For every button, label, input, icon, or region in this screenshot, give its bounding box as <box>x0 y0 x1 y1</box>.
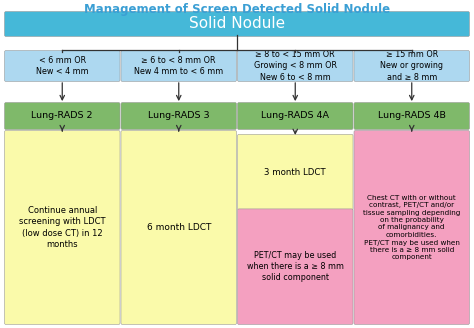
Text: Lung-RADS 3: Lung-RADS 3 <box>148 112 210 120</box>
Text: Lung-RADS 4A: Lung-RADS 4A <box>261 112 329 120</box>
Text: Solid Nodule: Solid Nodule <box>189 16 285 31</box>
FancyBboxPatch shape <box>354 102 470 130</box>
FancyBboxPatch shape <box>237 209 353 324</box>
FancyBboxPatch shape <box>121 102 237 130</box>
FancyBboxPatch shape <box>354 51 470 81</box>
Text: Lung-RADS 2: Lung-RADS 2 <box>31 112 93 120</box>
Text: PET/CT may be used
when there is a ≥ 8 mm
solid component: PET/CT may be used when there is a ≥ 8 m… <box>247 251 344 282</box>
FancyBboxPatch shape <box>237 51 353 81</box>
FancyBboxPatch shape <box>237 102 353 130</box>
FancyBboxPatch shape <box>237 134 353 210</box>
Text: Continue annual
screening with LDCT
(low dose CT) in 12
months: Continue annual screening with LDCT (low… <box>19 206 106 249</box>
Text: < 6 mm OR
New < 4 mm: < 6 mm OR New < 4 mm <box>36 56 89 76</box>
FancyBboxPatch shape <box>4 11 470 36</box>
Text: ≥ 6 to < 8 mm OR
New 4 mm to < 6 mm: ≥ 6 to < 8 mm OR New 4 mm to < 6 mm <box>134 56 223 76</box>
FancyBboxPatch shape <box>121 51 237 81</box>
FancyBboxPatch shape <box>4 51 120 81</box>
FancyBboxPatch shape <box>121 131 237 324</box>
Text: ≥ 15 mm OR
New or growing
and ≥ 8 mm: ≥ 15 mm OR New or growing and ≥ 8 mm <box>380 51 443 82</box>
FancyBboxPatch shape <box>4 102 120 130</box>
Text: 6 month LDCT: 6 month LDCT <box>146 223 211 232</box>
Text: ≥ 8 to < 15 mm OR
Growing < 8 mm OR
New 6 to < 8 mm: ≥ 8 to < 15 mm OR Growing < 8 mm OR New … <box>254 51 337 82</box>
Text: 3 month LDCT: 3 month LDCT <box>264 168 326 176</box>
Text: Chest CT with or without
contrast, PET/CT and/or
tissue sampling depending
on th: Chest CT with or without contrast, PET/C… <box>363 195 460 260</box>
Text: Lung-RADS 4B: Lung-RADS 4B <box>378 112 446 120</box>
FancyBboxPatch shape <box>4 131 120 324</box>
FancyBboxPatch shape <box>354 131 470 324</box>
Text: Management of Screen Detected Solid Nodule: Management of Screen Detected Solid Nodu… <box>84 3 390 15</box>
